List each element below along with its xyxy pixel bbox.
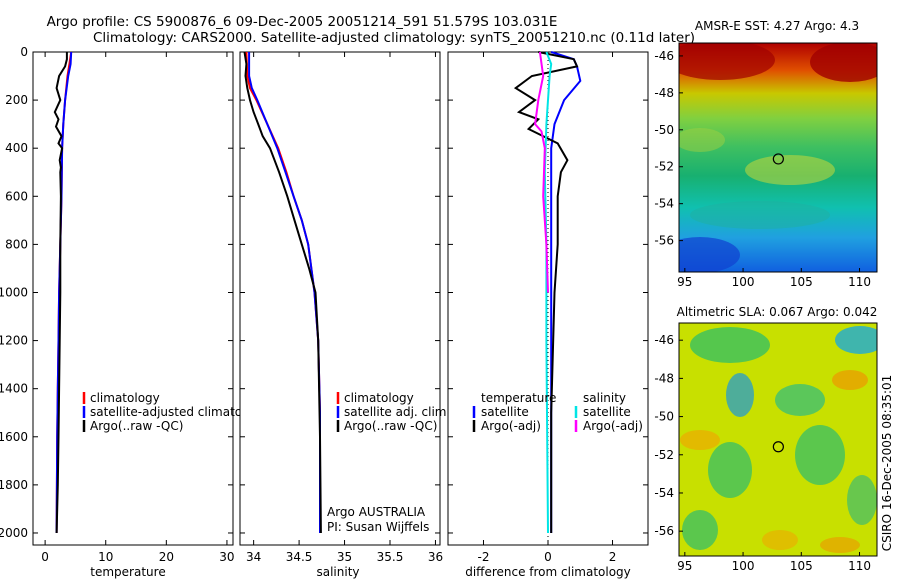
x-tick-label: 10: [98, 550, 113, 564]
legend-temp-argo: Argo(-adj): [481, 419, 541, 433]
title-line-1: Argo profile: CS 5900876_6 09-Dec-2005 2…: [47, 14, 558, 30]
legend-argo: Argo(..raw -QC): [90, 419, 183, 433]
salinity-panel: 34 34.5 35 35.5 36 salinity climatology sate…: [239, 51, 450, 579]
legend-header-salinity: salinity: [583, 391, 626, 405]
x-tick-label: 0: [41, 550, 49, 564]
lon-tick-label: 100: [732, 559, 755, 573]
lat-tick-label: -46: [654, 49, 674, 63]
temperature-panel: 0 10 20 30 0 200 400 600 800 1000 1200 1400 1600 1800…: [0, 45, 268, 579]
y-tick-label: 200: [5, 93, 28, 107]
argo-position-marker: [772, 441, 784, 453]
lat-tick-label: -50: [654, 123, 674, 137]
lat-tick-label: -52: [654, 448, 674, 462]
salinity-legend: climatology satellite adj. clim. Argo(..…: [327, 391, 450, 534]
title-line-2: Climatology: CARS2000. Satellite-adjuste…: [93, 30, 695, 46]
lon-tick-label: 110: [848, 275, 871, 289]
y-tick-label: 1200: [0, 334, 28, 348]
y-tick-label: 2000: [0, 526, 28, 540]
series-argo-raw-qc: [243, 51, 322, 534]
x-tick-label: 34.5: [286, 550, 313, 564]
lat-tick-label: -54: [654, 197, 674, 211]
credit-line-1: Argo AUSTRALIA: [327, 505, 426, 519]
lat-tick-label: -46: [654, 333, 674, 347]
y-tick-label: 1000: [0, 285, 28, 299]
lon-tick-label: 110: [848, 559, 871, 573]
x-tick-label: 2: [609, 550, 617, 564]
sst-map-title: AMSR-E SST: 4.27 Argo: 4.3: [695, 19, 859, 33]
lon-tick-label: 105: [790, 559, 813, 573]
legend-argo: Argo(..raw -QC): [344, 419, 437, 433]
x-tick-label: 20: [159, 550, 174, 564]
series-argo-raw-qc: [53, 52, 68, 534]
temperature-xlabel: temperature: [90, 565, 165, 579]
x-tick-label: 35.5: [377, 550, 404, 564]
y-tick-label: 1800: [0, 478, 28, 492]
lon-tick-label: 100: [732, 275, 755, 289]
lon-tick-label: 95: [677, 275, 692, 289]
legend-sal-satellite: satellite: [583, 405, 631, 419]
temperature-legend: climatology satellite-adjusted climatolo…: [82, 391, 268, 433]
series-salinity-satellite: [543, 51, 553, 534]
y-tick-label: 1400: [0, 382, 28, 396]
sla-map: Altimetric SLA: 0.067 Argo: 0.042 95 100 1…: [654, 305, 894, 573]
legend-temp-satellite: satellite: [481, 405, 529, 419]
lat-tick-label: -48: [654, 371, 674, 385]
y-tick-label: 1600: [0, 430, 28, 444]
salinity-xlabel: salinity: [316, 565, 359, 579]
y-tick-label: 800: [5, 237, 28, 251]
legend-satellite-adj: satellite adj. clim.: [344, 405, 450, 419]
lat-tick-label: -48: [654, 86, 674, 100]
legend-climatology: climatology: [90, 391, 160, 405]
x-tick-label: 35: [337, 550, 352, 564]
legend-satellite-adjusted: satellite-adjusted climatology: [90, 405, 268, 419]
csiro-timestamp: CSIRO 16-Dec-2005 08:35:01: [880, 375, 894, 552]
x-tick-label: 30: [219, 550, 234, 564]
series-salinity-argo-adj: [534, 51, 549, 293]
y-tick-label: 0: [20, 45, 28, 59]
x-tick-label: -2: [477, 550, 489, 564]
difference-legend: temperature salinity satellite Argo(-adj…: [472, 391, 643, 433]
lon-tick-label: 105: [790, 275, 813, 289]
legend-sal-argo: Argo(-adj): [583, 419, 643, 433]
series-temperature-argo-adj: [513, 51, 579, 533]
difference-xlabel: difference from climatology: [465, 565, 631, 579]
x-tick-label: 34: [246, 550, 261, 564]
sla-map-title: Altimetric SLA: 0.067 Argo: 0.042: [677, 305, 878, 319]
lat-tick-label: -56: [654, 524, 674, 538]
difference-panel: -2 0 2 difference from climatology tempera…: [447, 51, 649, 579]
lon-tick-label: 95: [677, 559, 692, 573]
argo-position-marker: [772, 153, 784, 165]
credit-line-2: PI: Susan Wijffels: [327, 520, 429, 534]
x-tick-label: 0: [544, 550, 552, 564]
x-tick-label: 36: [428, 550, 443, 564]
legend-climatology: climatology: [344, 391, 414, 405]
y-tick-label: 600: [5, 189, 28, 203]
y-tick-label: 400: [5, 141, 28, 155]
lat-tick-label: -52: [654, 160, 674, 174]
sla-field: [679, 323, 877, 556]
lat-tick-label: -56: [654, 234, 674, 248]
lat-tick-label: -54: [654, 486, 674, 500]
lat-tick-label: -50: [654, 410, 674, 424]
sst-map: AMSR-E SST: 4.27 Argo: 4.3 95 100 105 110 -4…: [654, 19, 878, 289]
legend-header-temperature: temperature: [481, 391, 556, 405]
sst-field: [679, 43, 877, 272]
